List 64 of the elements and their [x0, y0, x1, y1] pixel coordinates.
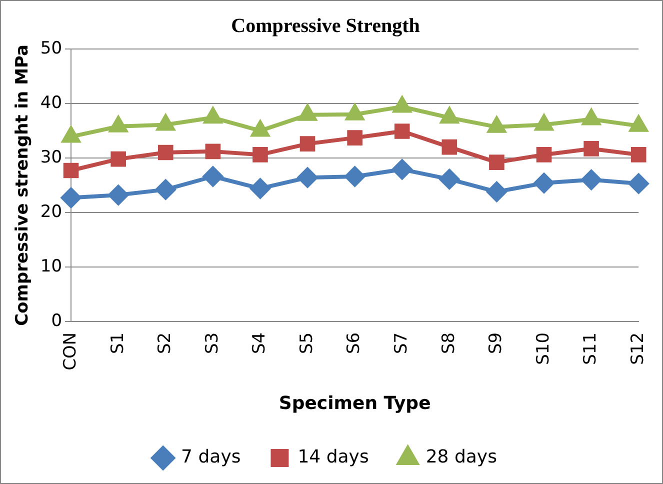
- x-tick-label: S12: [628, 332, 648, 365]
- point: [630, 147, 646, 162]
- y-tick-label: 0: [51, 310, 62, 331]
- point: [250, 178, 270, 198]
- point: [392, 159, 412, 180]
- x-axis-title: Specimen Type: [278, 392, 431, 414]
- x-tick-label: S3: [202, 332, 222, 354]
- point: [347, 130, 362, 146]
- point: [251, 120, 270, 137]
- y-tick-label: 10: [40, 256, 62, 276]
- x-tick-label: S9: [486, 332, 506, 354]
- point: [298, 104, 316, 121]
- point: [344, 166, 365, 186]
- y-axis-title: Compressive strenght in MPa: [12, 44, 33, 326]
- x-tick-label: S6: [344, 332, 364, 354]
- legend-label: 28 days: [426, 446, 497, 468]
- point: [62, 126, 80, 143]
- point: [110, 151, 126, 167]
- point: [156, 114, 175, 131]
- point: [252, 147, 268, 162]
- point: [158, 144, 174, 160]
- point: [581, 170, 602, 190]
- point: [486, 182, 507, 202]
- chart-title: Compressive Strength: [231, 15, 420, 38]
- point: [156, 180, 176, 200]
- point: [109, 116, 128, 132]
- point: [582, 109, 600, 126]
- x-tick-label: S10: [533, 332, 554, 365]
- point: [202, 166, 223, 186]
- point: [536, 147, 552, 162]
- x-tick-label: S2: [155, 332, 176, 354]
- point: [204, 108, 222, 124]
- point: [534, 173, 554, 194]
- point: [628, 174, 649, 194]
- x-tick-label: S4: [250, 332, 270, 354]
- legend-label: 7 days: [181, 446, 241, 468]
- y-tick-label: 40: [40, 92, 62, 113]
- point: [63, 162, 79, 178]
- point: [489, 154, 504, 170]
- point: [61, 188, 82, 208]
- y-tick-label: 50: [40, 38, 62, 58]
- x-tick-label: CON: [60, 332, 80, 370]
- point: [394, 124, 410, 139]
- point: [346, 104, 364, 120]
- y-tick-label: 30: [40, 147, 62, 168]
- point: [584, 141, 599, 156]
- point: [393, 96, 412, 113]
- legend-label: 14 days: [298, 446, 369, 468]
- point: [108, 185, 128, 206]
- x-tick-label: S5: [296, 332, 317, 354]
- point: [300, 136, 316, 152]
- x-tick-label: S8: [438, 332, 459, 354]
- y-tick-label: 20: [40, 202, 62, 222]
- point: [488, 116, 506, 133]
- point: [440, 108, 458, 124]
- point: [630, 116, 648, 132]
- x-tick-label: S7: [392, 332, 412, 354]
- point: [298, 168, 318, 188]
- x-tick-label: S11: [580, 332, 601, 365]
- point: [439, 169, 460, 190]
- x-tick-label: S1: [108, 332, 128, 354]
- point: [535, 114, 553, 131]
- point: [442, 139, 458, 155]
- point: [205, 144, 221, 160]
